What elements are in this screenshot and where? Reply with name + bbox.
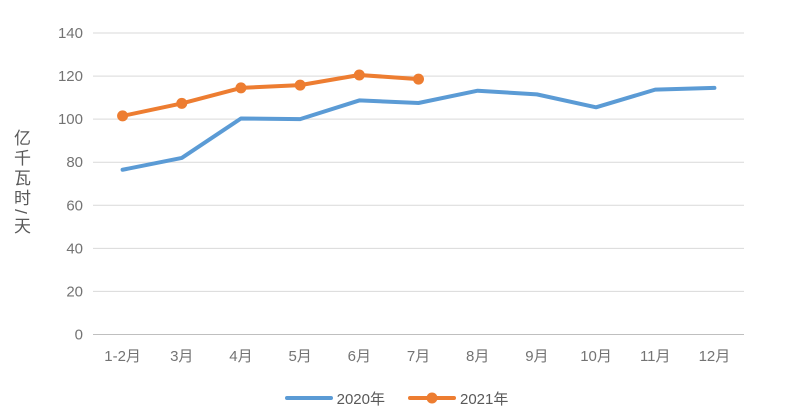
y-tick-label: 140 bbox=[58, 25, 83, 42]
legend: 2020年 2021年 bbox=[0, 385, 792, 411]
series-line-2021年[interactable] bbox=[120, 72, 421, 118]
x-tick-label: 3月 bbox=[170, 348, 193, 365]
y-tick-label: 60 bbox=[66, 197, 83, 214]
y-tick-label: 120 bbox=[58, 68, 83, 85]
y-tick-label: 100 bbox=[58, 111, 83, 128]
series-marker-2021年[interactable] bbox=[235, 82, 247, 94]
y-tick-label: 20 bbox=[66, 283, 83, 300]
chart-plot-area: 0 20 40 60 80 100 120 140 1-2月 3月 4月 5月 6月 7月 8月 9月 10月 1… bbox=[58, 25, 744, 365]
x-tick-label: 8月 bbox=[466, 348, 489, 365]
x-tick-label: 10月 bbox=[580, 348, 612, 365]
y-axis-title: 亿千瓦时/天 bbox=[11, 129, 30, 237]
series-line-2020年[interactable] bbox=[120, 85, 717, 172]
x-tick-label: 7月 bbox=[407, 348, 430, 365]
x-tick-label: 11月 bbox=[640, 348, 671, 365]
x-tick-label: 5月 bbox=[288, 348, 311, 365]
series-marker-2021年[interactable] bbox=[413, 73, 424, 85]
legend-swatch-2020-line-icon bbox=[284, 396, 333, 400]
x-tick-label: 6月 bbox=[348, 348, 371, 365]
x-tick-label: 12月 bbox=[699, 348, 731, 365]
legend-label-2021: 2021年 bbox=[460, 390, 509, 408]
x-tick-label: 4月 bbox=[229, 348, 252, 365]
y-tick-label: 40 bbox=[66, 240, 83, 257]
legend-item-2020[interactable]: 2020年 bbox=[284, 388, 385, 409]
series-marker-2021年[interactable] bbox=[353, 69, 365, 81]
x-tick-label: 1-2月 bbox=[104, 348, 141, 365]
series-marker-2021年[interactable] bbox=[176, 97, 188, 109]
x-tick-label: 9月 bbox=[525, 348, 548, 365]
legend-swatch-2021-line-marker-icon bbox=[408, 392, 456, 404]
legend-item-2021[interactable]: 2021年 bbox=[407, 388, 508, 409]
series-marker-2021年[interactable] bbox=[294, 79, 306, 91]
y-tick-label: 0 bbox=[75, 327, 83, 344]
y-tick-label: 80 bbox=[66, 154, 83, 171]
series-marker-2021年[interactable] bbox=[117, 110, 129, 122]
legend-label-2020: 2020年 bbox=[336, 390, 385, 408]
